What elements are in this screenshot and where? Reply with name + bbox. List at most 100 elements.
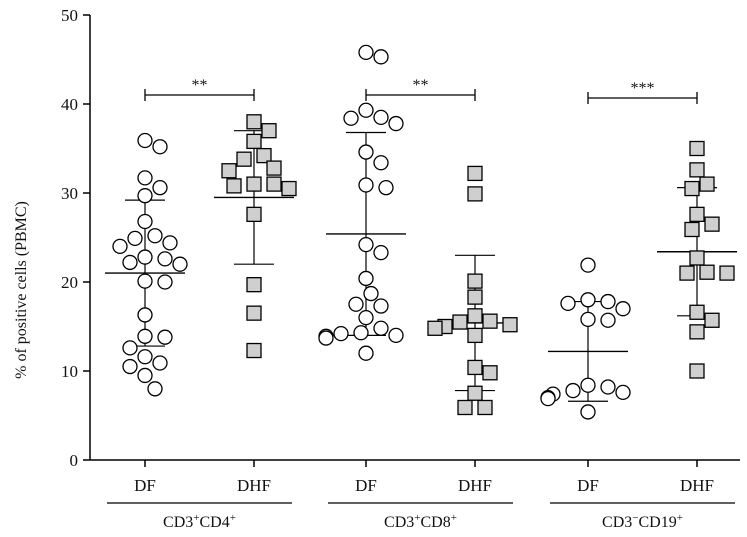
group-label-part: CD3 xyxy=(163,514,193,531)
data-point-df xyxy=(580,404,596,420)
group-label-sup: + xyxy=(677,512,683,524)
data-point-df xyxy=(147,381,163,397)
data-point-dhf xyxy=(482,365,498,381)
data-point-dhf xyxy=(467,289,483,305)
data-point-dhf xyxy=(689,324,705,340)
data-point-df xyxy=(137,307,153,323)
y-tick-label: 0 xyxy=(70,451,79,470)
data-point-df xyxy=(615,384,631,401)
data-point-df xyxy=(152,355,168,371)
data-point-df xyxy=(353,325,369,341)
data-point-dhf xyxy=(246,342,262,359)
group-label-sup: + xyxy=(230,512,236,524)
x-tick-label: DHF xyxy=(237,476,271,495)
x-tick-label: DHF xyxy=(680,476,714,495)
data-point-df xyxy=(378,180,394,196)
data-point-df xyxy=(600,312,616,328)
y-tick-label: 10 xyxy=(61,362,78,381)
data-point-df xyxy=(600,379,616,395)
data-point-df xyxy=(373,298,389,314)
data-point-df xyxy=(358,270,374,287)
group-label-part: CD3 xyxy=(384,514,414,531)
data-point-df xyxy=(615,301,631,317)
group-label-sup: + xyxy=(193,512,199,524)
data-point-df xyxy=(373,109,389,125)
data-point-dhf xyxy=(467,359,483,376)
data-point-df xyxy=(565,382,581,399)
data-point-df xyxy=(172,256,188,272)
data-point-df xyxy=(580,377,596,393)
x-tick-label: DF xyxy=(577,476,599,495)
data-point-df xyxy=(122,254,138,271)
group-label-sup: − xyxy=(632,512,638,524)
group-label-part: CD3 xyxy=(602,514,632,531)
data-point-dhf xyxy=(246,305,262,321)
data-point-dhf xyxy=(467,385,483,401)
data-point-dhf xyxy=(467,165,483,182)
data-point-df xyxy=(157,329,173,345)
group-label-part: CD19 xyxy=(639,514,677,531)
data-point-df xyxy=(137,188,153,204)
data-point-df xyxy=(137,132,153,149)
data-point-df xyxy=(373,244,389,261)
significance-stars: ** xyxy=(413,77,429,94)
y-tick-label: 40 xyxy=(61,95,78,114)
data-point-df xyxy=(363,285,379,302)
data-point-df xyxy=(580,311,596,328)
data-point-df xyxy=(152,139,168,155)
data-point-dhf xyxy=(679,265,695,281)
data-point-df xyxy=(122,340,138,356)
group-label-sup: + xyxy=(451,512,457,524)
y-tick-label: 20 xyxy=(61,273,78,292)
data-point-dhf xyxy=(256,147,272,164)
y-axis-label: % of positive cells (PBMC) xyxy=(13,201,30,379)
group-label-part: CD4 xyxy=(200,514,230,531)
data-point-dhf xyxy=(699,176,715,192)
data-point-dhf xyxy=(226,178,242,194)
x-tick-label: DF xyxy=(355,476,377,495)
data-point-dhf xyxy=(266,160,282,176)
data-point-dhf xyxy=(236,151,252,167)
data-point-df xyxy=(358,102,374,118)
data-point-dhf xyxy=(281,180,297,197)
data-point-df xyxy=(358,309,374,326)
data-point-dhf xyxy=(689,363,705,379)
data-point-dhf xyxy=(246,277,262,293)
data-point-df xyxy=(358,236,374,253)
data-point-dhf xyxy=(246,114,262,130)
group-label: CD3+CD8+ xyxy=(384,512,457,531)
data-point-df xyxy=(343,110,359,126)
data-point-df xyxy=(358,177,374,193)
data-point-df xyxy=(358,144,374,160)
data-point-dhf xyxy=(261,123,277,139)
data-point-dhf xyxy=(467,186,483,202)
data-point-df xyxy=(560,295,576,312)
data-point-df xyxy=(348,296,364,312)
data-point-df xyxy=(373,49,389,65)
data-point-dhf xyxy=(457,399,473,416)
y-tick-label: 30 xyxy=(61,184,78,203)
group-label: CD3−CD19+ xyxy=(602,512,683,531)
data-point-df xyxy=(373,320,389,336)
data-point-dhf xyxy=(266,176,282,192)
data-point-df xyxy=(358,345,374,361)
data-point-df xyxy=(580,257,596,273)
data-point-df xyxy=(137,249,153,265)
data-point-dhf xyxy=(689,140,705,157)
data-point-df xyxy=(600,293,616,310)
group-label: CD3+CD4+ xyxy=(163,512,236,531)
data-point-df xyxy=(333,325,349,342)
significance-stars: ** xyxy=(192,77,208,94)
data-point-df xyxy=(137,213,153,230)
data-point-df xyxy=(540,390,556,407)
data-point-dhf xyxy=(689,206,705,223)
data-point-dhf xyxy=(719,265,735,281)
data-point-df xyxy=(137,367,153,384)
data-point-dhf xyxy=(452,314,468,330)
group-label-part: CD8 xyxy=(421,514,451,531)
data-point-df xyxy=(137,170,153,186)
data-point-dhf xyxy=(689,250,705,266)
data-point-df xyxy=(358,44,374,61)
